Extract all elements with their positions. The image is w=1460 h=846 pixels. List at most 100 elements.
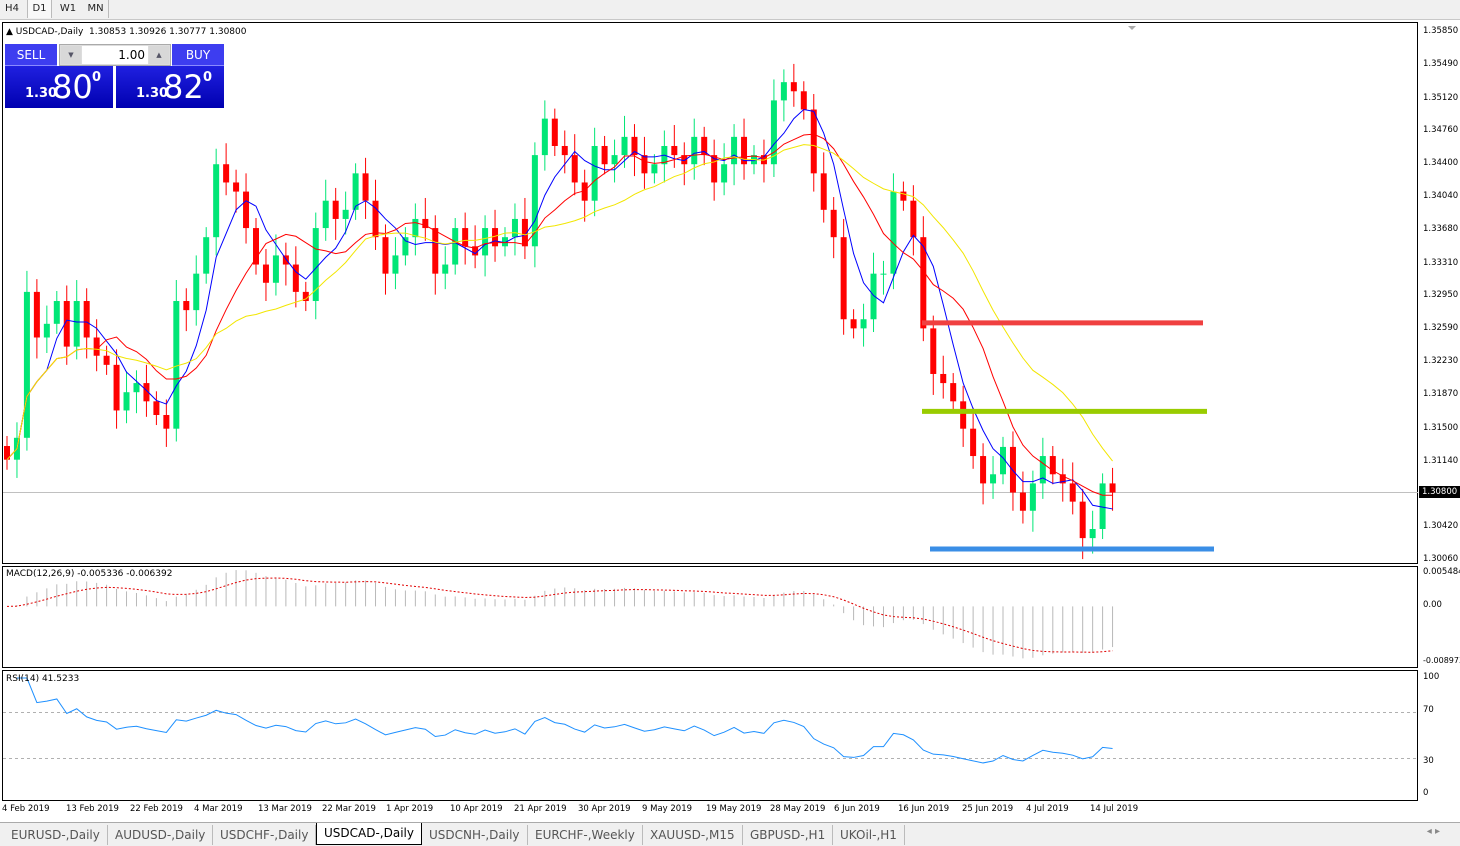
candle-bullish — [402, 237, 409, 256]
candle-bearish — [292, 264, 299, 292]
candle-bullish — [860, 319, 867, 329]
price-axis-tick: 1.35120 — [1423, 92, 1459, 103]
candle-bearish — [422, 218, 429, 229]
lot-size-stepper[interactable]: ▼ 1.00 ▲ — [59, 44, 171, 66]
candle-bullish — [73, 301, 80, 347]
rsi-panel[interactable] — [2, 670, 1418, 801]
date-tick: 21 Apr 2019 — [514, 804, 567, 814]
candle-bullish — [780, 82, 787, 101]
candle-bearish — [920, 237, 927, 329]
price-axis-tick: 1.31870 — [1423, 388, 1459, 399]
sell-price-fraction: 0 — [92, 70, 102, 85]
sell-price[interactable]: 1.30 80 0 — [5, 66, 113, 108]
date-tick: 30 Apr 2019 — [578, 804, 631, 814]
candle-bullish — [272, 255, 279, 283]
candle-bearish — [840, 237, 847, 320]
candle-bearish — [561, 145, 568, 156]
sell-price-pips: 80 — [52, 68, 93, 106]
sell-button[interactable]: SELL — [5, 44, 57, 66]
candle-bullish — [1000, 446, 1006, 475]
candle-bearish — [83, 301, 90, 338]
symbol-label: USDCAD-,Daily — [15, 27, 84, 37]
candle-bearish — [741, 136, 748, 165]
chart-tab[interactable]: USDCNH-,Daily — [422, 825, 528, 845]
candle-bullish — [721, 164, 728, 183]
candle-bearish — [1109, 483, 1116, 493]
candle-bullish — [621, 136, 628, 156]
chart-tab[interactable]: XAUUSD-,M15 — [643, 825, 743, 845]
candle-bearish — [113, 364, 120, 411]
candle-bearish — [711, 155, 718, 183]
date-tick: 22 Mar 2019 — [322, 804, 376, 814]
sell-price-prefix: 1.30 — [25, 86, 58, 101]
buy-price[interactable]: 1.30 82 0 — [116, 66, 224, 108]
chart-tab[interactable]: EURUSD-,Daily — [4, 825, 108, 845]
candle-bearish — [103, 355, 110, 365]
macd-axis-zero: 0.00 — [1423, 600, 1442, 610]
candle-bullish — [870, 273, 877, 320]
current-price-label: 1.30800 — [1419, 486, 1460, 498]
timeframe-d1[interactable]: D1 — [27, 0, 52, 18]
candle-bullish — [651, 164, 658, 174]
candle-bullish — [482, 228, 489, 256]
candle-bearish — [472, 246, 479, 256]
candle-bullish — [770, 100, 777, 165]
date-tick: 4 Jul 2019 — [1026, 804, 1069, 814]
candle-bearish — [262, 264, 269, 283]
date-tick: 13 Feb 2019 — [66, 804, 119, 814]
date-tick: 16 Jun 2019 — [898, 804, 950, 814]
candle-bullish — [890, 191, 897, 274]
candle-bearish — [1059, 474, 1066, 484]
chart-header: ▲ USDCAD-,Daily 1.30853 1.30926 1.30777 … — [6, 27, 247, 37]
chart-tab[interactable]: UKOil-,H1 — [833, 825, 905, 845]
candle-bearish — [850, 319, 857, 329]
candle-bullish — [1099, 483, 1106, 529]
chart-tab[interactable]: USDCHF-,Daily — [213, 825, 317, 845]
main-chart-panel[interactable] — [2, 22, 1418, 564]
candle-bullish — [531, 155, 538, 247]
timeframe-mn[interactable]: MN — [83, 0, 109, 18]
candle-bearish — [1009, 446, 1016, 493]
macd-axis-max: 0.005484 — [1423, 567, 1460, 577]
candle-bearish — [93, 337, 100, 356]
buy-price-pips: 82 — [163, 68, 204, 106]
date-tick: 9 May 2019 — [642, 804, 693, 814]
chart-tab[interactable]: AUDUSD-,Daily — [108, 825, 214, 845]
candle-bearish — [521, 218, 528, 247]
price-axis-tick: 1.32950 — [1423, 290, 1459, 301]
ma-slow-line — [6, 144, 1113, 462]
macd-panel[interactable] — [2, 566, 1418, 668]
candle-bullish — [452, 228, 459, 265]
candle-bearish — [462, 228, 469, 247]
candle-bearish — [233, 182, 240, 192]
chart-tab[interactable]: USDCAD-,Daily — [316, 823, 422, 845]
candle-bearish — [631, 136, 638, 156]
candle-bearish — [641, 155, 648, 174]
rsi-axis-30: 30 — [1423, 756, 1434, 766]
date-tick: 28 May 2019 — [770, 804, 826, 814]
ma-fast-line — [6, 108, 1113, 510]
candle-bearish — [980, 456, 987, 484]
buy-button[interactable]: BUY — [172, 44, 224, 66]
timeframe-w1[interactable]: W1 — [59, 3, 77, 14]
chart-tab[interactable]: GBPUSD-,H1 — [743, 825, 834, 845]
timeframe-h4[interactable]: H4 — [5, 3, 19, 14]
lot-size-input[interactable]: 1.00 — [82, 46, 148, 64]
chart-tab[interactable]: EURCHF-,Weekly — [528, 825, 643, 845]
candle-bearish — [183, 301, 190, 311]
candle-bearish — [243, 191, 250, 229]
candle-bullish — [511, 218, 518, 238]
date-tick: 10 Apr 2019 — [450, 804, 503, 814]
date-tick: 1 Apr 2019 — [386, 804, 434, 814]
candle-bearish — [282, 255, 289, 265]
candle-bullish — [442, 264, 449, 274]
candle-bearish — [960, 401, 967, 429]
candle-bearish — [33, 291, 40, 338]
candle-bearish — [581, 182, 588, 201]
increase-lot-icon[interactable]: ▲ — [149, 46, 169, 64]
rsi-axis-100: 100 — [1423, 672, 1440, 682]
decrease-lot-icon[interactable]: ▼ — [61, 46, 81, 64]
candle-bearish — [930, 328, 937, 374]
date-tick: 6 Jun 2019 — [834, 804, 880, 814]
tab-scroll-arrows-icon[interactable]: ◂ ▸ — [1426, 826, 1440, 837]
